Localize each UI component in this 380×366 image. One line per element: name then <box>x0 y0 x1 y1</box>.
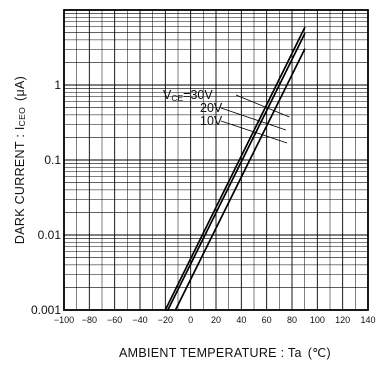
label-leaders <box>220 94 290 144</box>
series-label-20v: 20V <box>200 101 223 115</box>
label-leader-line <box>220 107 287 131</box>
series-labels: VCE=30V 20V 10V <box>163 88 223 128</box>
plot-frame <box>63 9 369 311</box>
series-line-2 <box>167 33 306 311</box>
grid-lines <box>63 9 369 310</box>
y-tick-label: 1 <box>54 78 61 92</box>
y-tick-label: 0.1 <box>44 153 61 167</box>
y-axis-label: DARK CURRENT : ICEO(μA) <box>13 76 27 244</box>
series-line-3 <box>174 48 306 311</box>
x-tick-label: −80 <box>82 315 97 325</box>
y-tick-label: 0.001 <box>31 303 61 317</box>
series-label-30v: VCE=30V <box>163 88 213 103</box>
series-line-1 <box>164 26 306 311</box>
x-tick-labels: −100 −80 −60 −40 −20 0 20 40 60 80 100 120 140 <box>54 315 376 325</box>
x-tick-label: 40 <box>236 315 246 325</box>
x-tick-label: 60 <box>262 315 272 325</box>
label-leader-line <box>220 120 288 144</box>
series-label-10v: 10V <box>200 114 223 128</box>
x-tick-label: 20 <box>211 315 221 325</box>
x-tick-label: −100 <box>54 315 74 325</box>
x-tick-label: 120 <box>335 315 350 325</box>
x-tick-label: −20 <box>158 315 173 325</box>
series-lines <box>164 26 306 311</box>
y-tick-label: 0.01 <box>38 228 62 242</box>
label-leader-line <box>235 94 290 118</box>
x-tick-label: −60 <box>107 315 122 325</box>
x-tick-label: 100 <box>310 315 325 325</box>
x-axis-label: AMBIENT TEMPERATURE : Ta (℃) <box>119 346 331 360</box>
x-tick-label: 0 <box>188 315 193 325</box>
x-tick-label: 80 <box>287 315 297 325</box>
x-tick-label: 140 <box>360 315 375 325</box>
y-tick-labels: 0.001 0.01 0.1 1 <box>31 78 61 317</box>
x-tick-label: −40 <box>132 315 147 325</box>
